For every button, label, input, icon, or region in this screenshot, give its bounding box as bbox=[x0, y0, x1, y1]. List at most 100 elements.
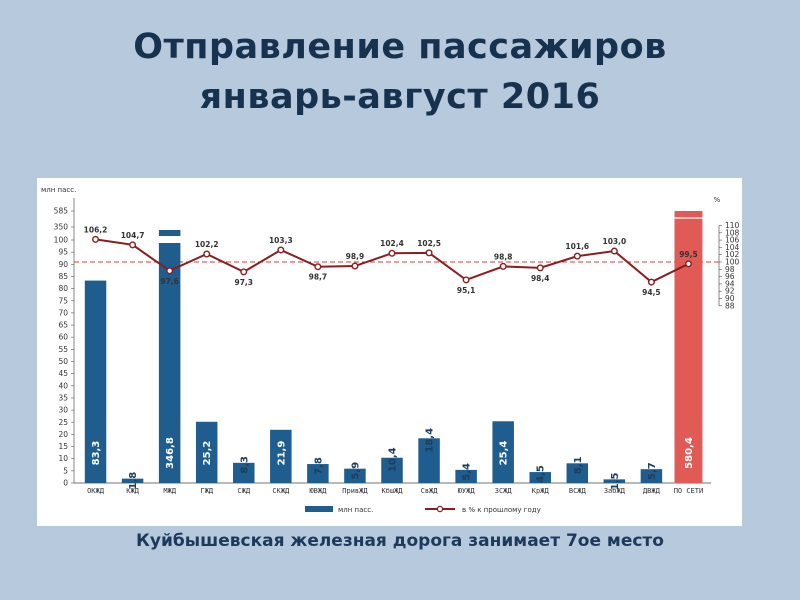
category-label: МЖД bbox=[163, 487, 176, 495]
category-label: ЗабЖД bbox=[604, 487, 626, 495]
left-tick-label: 55 bbox=[58, 345, 68, 354]
category-label: КбшЖД bbox=[381, 487, 403, 495]
category-label: ЗСЖД bbox=[495, 487, 513, 495]
left-tick-label: 85 bbox=[58, 272, 68, 281]
bar-value-label: 10,4 bbox=[388, 447, 399, 472]
left-tick-label: 25 bbox=[58, 418, 68, 427]
bar-value-label: 1,8 bbox=[128, 472, 139, 490]
category-label: ПривЖД bbox=[342, 487, 368, 495]
percent-label: 97,3 bbox=[235, 278, 254, 287]
percent-point bbox=[499, 262, 507, 270]
percent-label: 101,6 bbox=[565, 242, 589, 251]
left-tick-label: 10 bbox=[58, 454, 68, 463]
percent-point bbox=[388, 249, 396, 257]
percent-label: 97,6 bbox=[160, 277, 179, 286]
left-tick-label: 50 bbox=[58, 357, 68, 366]
percent-label: 102,5 bbox=[417, 239, 441, 248]
left-tick-label: 30 bbox=[58, 406, 68, 415]
bar-value-label: 346,8 bbox=[165, 437, 176, 469]
percent-label: 98,8 bbox=[494, 252, 513, 261]
right-tick-label: 98 bbox=[725, 265, 735, 274]
category-label: СКЖД bbox=[272, 487, 290, 495]
percent-label: 94,5 bbox=[642, 288, 661, 297]
percent-point bbox=[92, 235, 100, 243]
slide-title-line1: Отправление пассажиров bbox=[133, 27, 667, 67]
right-tick-label: 100 bbox=[725, 258, 740, 267]
chart-panel: млн пасс. 0 5 10 15 20 25 30 35 40 45 50 55 60 65 70 75 8… bbox=[37, 178, 742, 526]
right-tick-label: 88 bbox=[725, 301, 735, 310]
bar bbox=[121, 478, 144, 483]
percent-point bbox=[203, 250, 211, 258]
bar bbox=[603, 479, 626, 483]
right-tick-label: 90 bbox=[725, 294, 735, 303]
slide-title: Отправление пассажиров январь-август 201… bbox=[0, 22, 800, 122]
category-label: СЖД bbox=[237, 487, 250, 495]
left-tick-label: 0 bbox=[63, 479, 68, 488]
bar bbox=[640, 469, 663, 483]
bar-value-label: 7,8 bbox=[313, 457, 324, 475]
right-tick-label: 110 bbox=[725, 221, 740, 230]
left-tick-label: 350 bbox=[54, 223, 69, 232]
left-tick-label: 100 bbox=[54, 236, 69, 245]
legend-bar-swatch bbox=[305, 506, 333, 512]
bar bbox=[418, 438, 440, 483]
bar bbox=[492, 421, 514, 483]
left-tick-label: 45 bbox=[58, 369, 68, 378]
right-tick-label: 94 bbox=[725, 279, 735, 288]
left-tick-label: 585 bbox=[54, 207, 69, 216]
category-label: ДВЖД bbox=[643, 487, 661, 495]
slide-title-line2: январь-август 2016 bbox=[199, 77, 601, 117]
percent-label: 95,1 bbox=[457, 286, 476, 295]
left-tick-label: 70 bbox=[58, 308, 68, 317]
percent-label: 103,0 bbox=[602, 237, 626, 246]
percent-label: 102,4 bbox=[380, 239, 404, 248]
category-label: КЖД bbox=[126, 487, 139, 495]
bar bbox=[344, 468, 366, 483]
right-tick-label: 106 bbox=[725, 236, 740, 245]
percent-point bbox=[462, 276, 470, 284]
bar-value-label: 25,2 bbox=[202, 441, 213, 466]
percent-label: 98,9 bbox=[346, 252, 365, 261]
bar-value-label: 8,1 bbox=[573, 456, 584, 474]
percent-point bbox=[277, 246, 285, 254]
percent-point bbox=[573, 252, 581, 260]
left-axis-unit: млн пасс. bbox=[41, 186, 76, 194]
right-axis-unit: % bbox=[714, 196, 721, 204]
category-label: КрЖД bbox=[532, 487, 550, 495]
percent-label: 98,7 bbox=[309, 273, 328, 282]
bar bbox=[307, 464, 329, 483]
passenger-chart: млн пасс. 0 5 10 15 20 25 30 35 40 45 50 55 60 65 70 75 8… bbox=[41, 186, 740, 514]
left-tick-label: 95 bbox=[58, 248, 68, 257]
percent-point bbox=[240, 268, 248, 276]
legend-line-marker bbox=[436, 505, 444, 513]
percent-label: 99,5 bbox=[679, 250, 698, 259]
left-tick-label: 90 bbox=[58, 260, 68, 269]
bar-value-label: 5,9 bbox=[350, 462, 361, 480]
bar-value-label: 21,9 bbox=[276, 441, 287, 466]
right-tick-label: 96 bbox=[725, 272, 735, 281]
bar bbox=[566, 463, 589, 483]
percent-label: 103,3 bbox=[269, 236, 293, 245]
category-label: ЮУЖД bbox=[458, 487, 476, 495]
bar-value-label: 580,4 bbox=[684, 437, 695, 469]
bar-value-label: 25,4 bbox=[499, 441, 510, 466]
bar-value-label: 83,3 bbox=[91, 441, 102, 466]
percent-point bbox=[610, 247, 618, 255]
category-label: ВСЖД bbox=[569, 487, 587, 495]
left-tick-label: 5 bbox=[63, 466, 68, 475]
bar bbox=[158, 243, 181, 483]
bar bbox=[381, 457, 403, 483]
category-label: ОКЖД bbox=[87, 487, 105, 495]
percent-point bbox=[425, 249, 433, 257]
right-tick-label: 92 bbox=[725, 287, 735, 296]
legend-line-label: в % к прошлому году bbox=[462, 506, 541, 514]
left-tick-label: 20 bbox=[58, 430, 68, 439]
bar-value-label: 5,7 bbox=[647, 462, 658, 480]
percent-point bbox=[129, 241, 137, 249]
percent-point bbox=[351, 262, 359, 270]
bar-value-label: 1,5 bbox=[610, 472, 621, 490]
bar bbox=[233, 462, 255, 483]
left-tick-label: 65 bbox=[58, 321, 68, 330]
bar-break-cap bbox=[158, 230, 181, 236]
bar bbox=[455, 469, 477, 483]
